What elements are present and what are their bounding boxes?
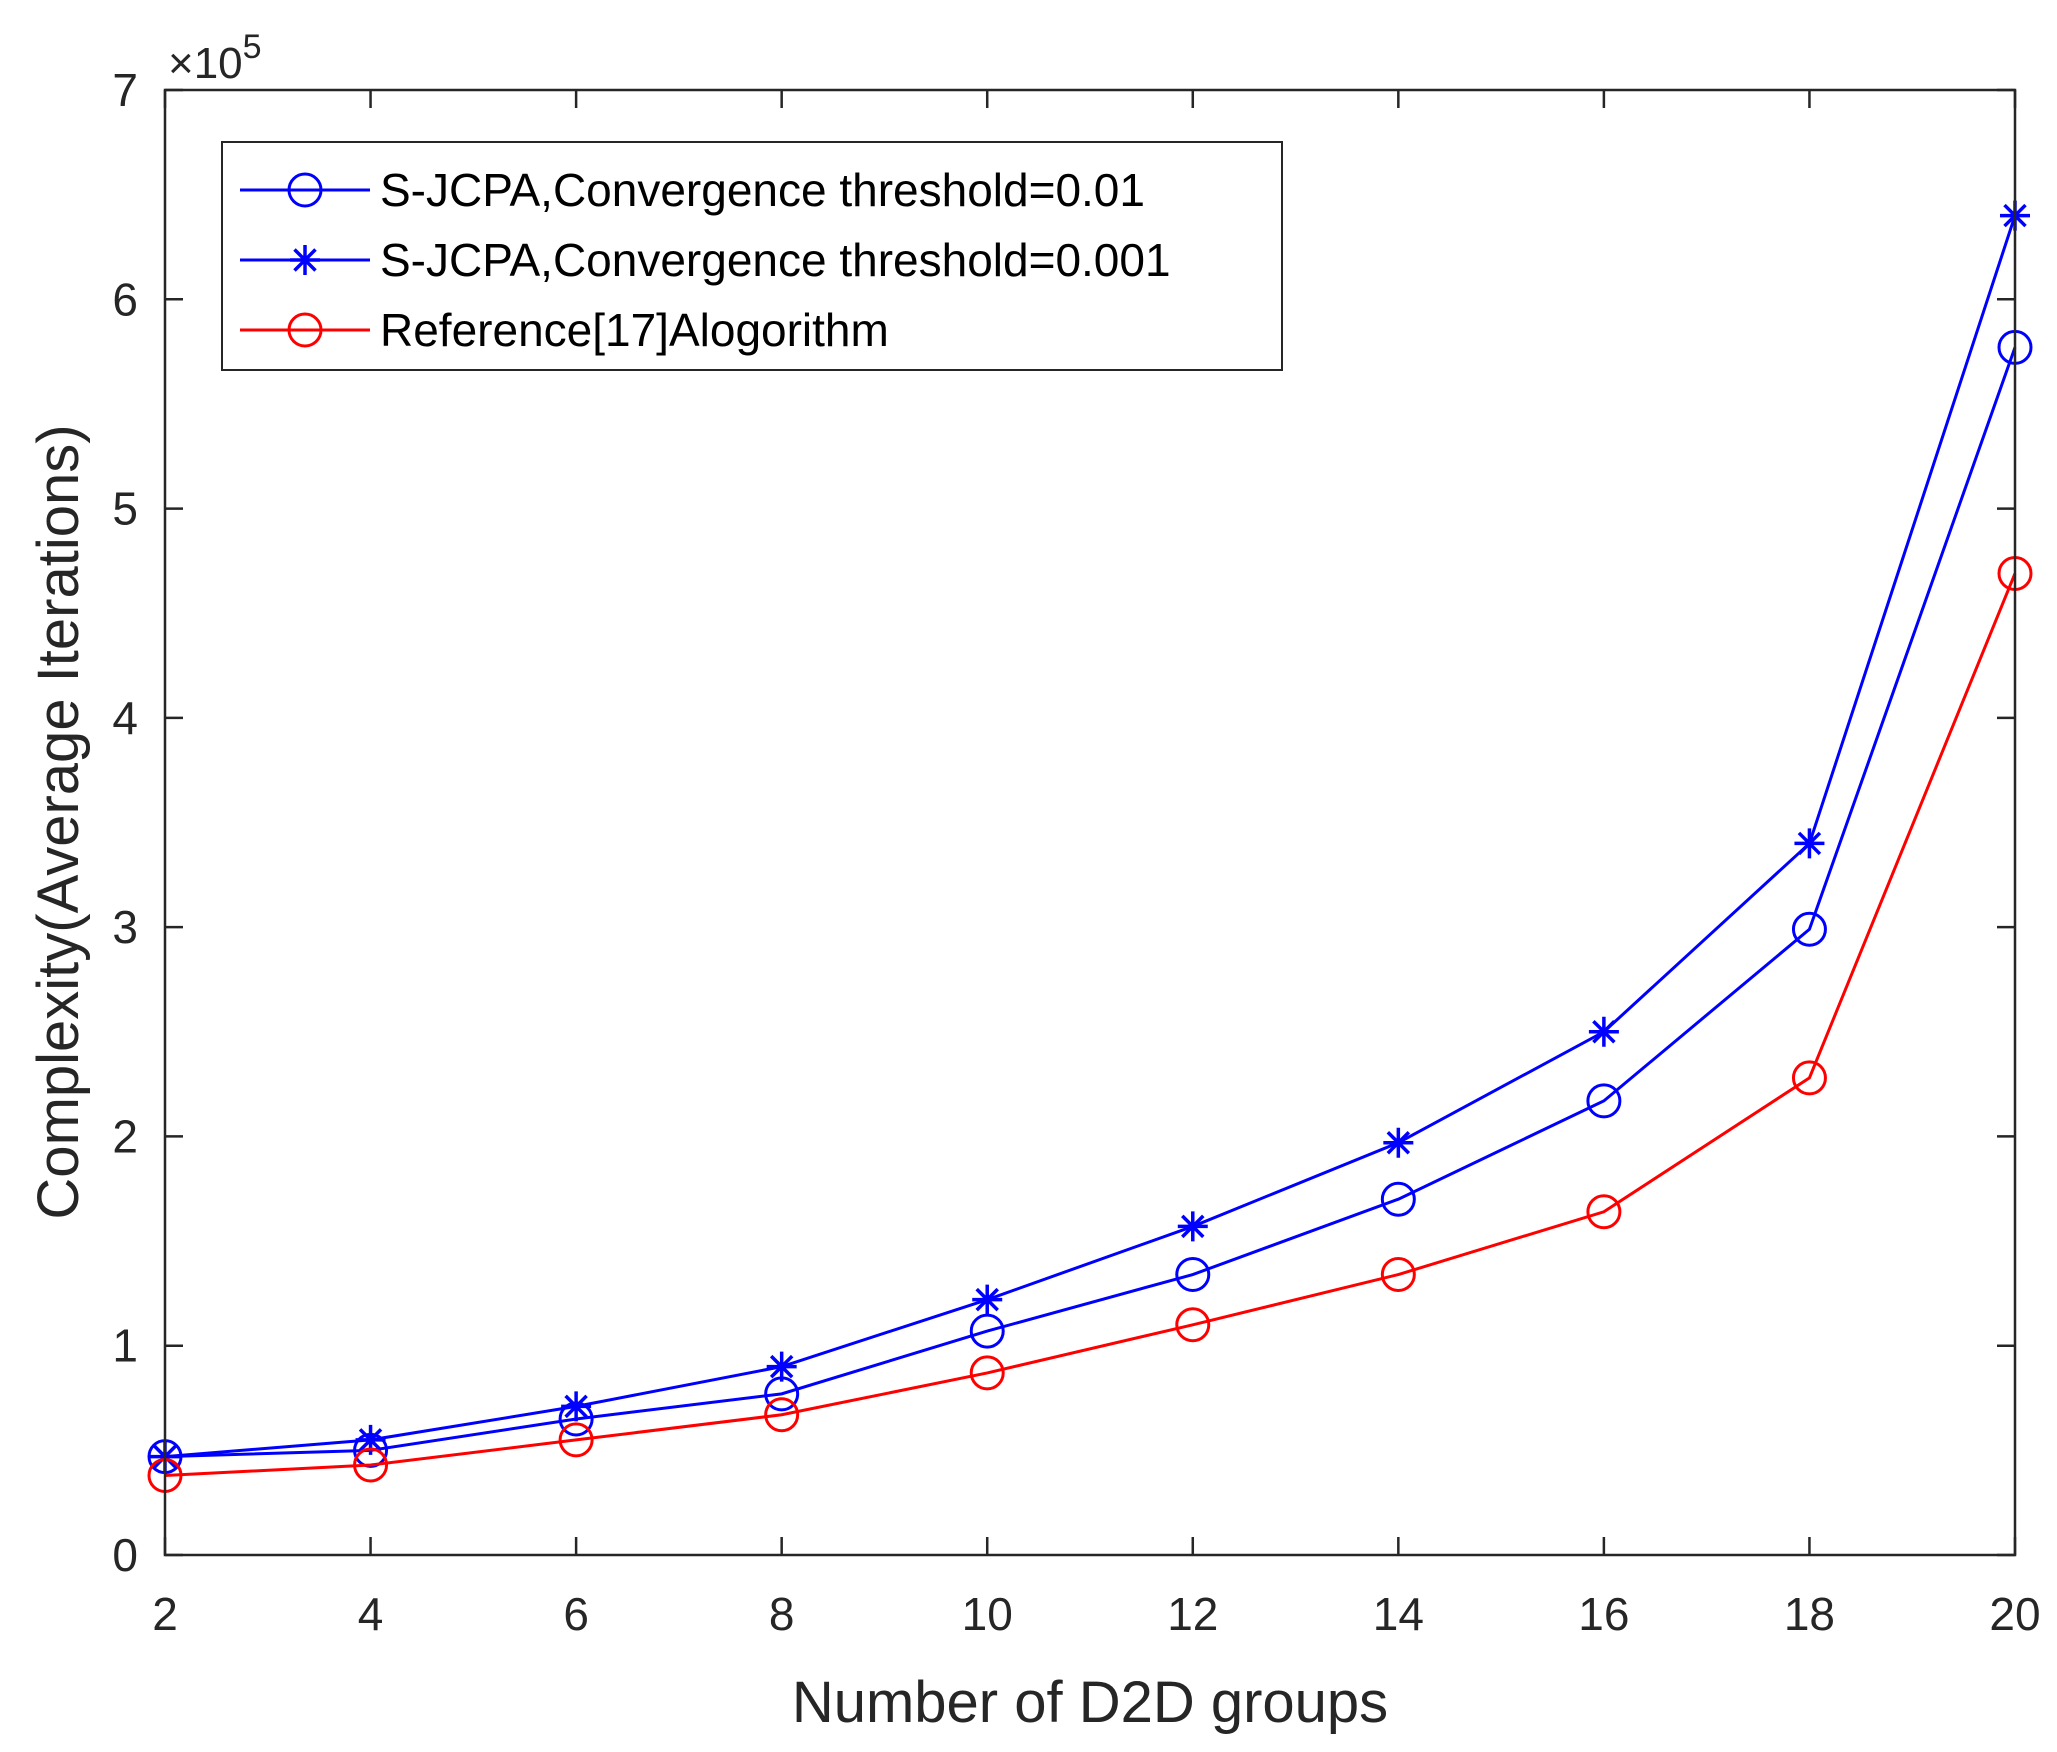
data-point bbox=[561, 1391, 592, 1422]
x-tick-label: 20 bbox=[1989, 1588, 2040, 1640]
data-point bbox=[1175, 1307, 1211, 1343]
y-exponent-label: ×105 bbox=[168, 28, 262, 88]
data-point bbox=[1586, 1194, 1622, 1230]
legend-entry: S-JCPA,Convergence threshold=0.01 bbox=[240, 164, 1145, 216]
legend-label: S-JCPA,Convergence threshold=0.001 bbox=[380, 234, 1171, 286]
series-layer bbox=[147, 200, 2033, 1493]
series-1 bbox=[147, 329, 2033, 1475]
data-point bbox=[353, 1447, 389, 1483]
y-tick-label: 7 bbox=[112, 64, 138, 116]
y-tick-label: 2 bbox=[112, 1110, 138, 1162]
data-point bbox=[1791, 911, 1827, 947]
data-point bbox=[969, 1355, 1005, 1391]
legend-marker bbox=[287, 312, 323, 348]
data-point bbox=[355, 1424, 386, 1455]
data-point bbox=[1177, 1211, 1208, 1242]
data-point bbox=[766, 1351, 797, 1382]
y-tick-label: 0 bbox=[112, 1529, 138, 1581]
legend-marker bbox=[287, 172, 323, 208]
data-point bbox=[1586, 1083, 1622, 1119]
legend-entry: Reference[17]Alogorithm bbox=[240, 304, 889, 356]
y-exponent-base: ×10 bbox=[168, 39, 243, 88]
series-line bbox=[164, 572, 2017, 1477]
legend-label: Reference[17]Alogorithm bbox=[380, 304, 889, 356]
legend-box bbox=[221, 141, 1283, 371]
y-tick-label: 6 bbox=[112, 273, 138, 325]
y-axis-title: Complexity(Average Iterations) bbox=[26, 424, 91, 1219]
x-tick-label: 12 bbox=[1167, 1588, 1218, 1640]
x-tick-label: 4 bbox=[358, 1588, 384, 1640]
x-tick-label: 6 bbox=[563, 1588, 589, 1640]
data-point bbox=[969, 1313, 1005, 1349]
x-tick-label: 14 bbox=[1373, 1588, 1424, 1640]
x-ticks: 2 4 6 8 10 12 14 16 18 20 bbox=[152, 90, 2041, 1640]
legend-label: S-JCPA,Convergence threshold=0.01 bbox=[380, 164, 1145, 216]
series-line bbox=[164, 215, 2017, 1459]
legend: S-JCPA,Convergence threshold=0.01 S-JCPA,… bbox=[221, 141, 1283, 371]
legend-entry: S-JCPA,Convergence threshold=0.001 bbox=[240, 234, 1171, 286]
data-point bbox=[558, 1422, 594, 1458]
x-tick-label: 10 bbox=[962, 1588, 1013, 1640]
x-axis-title: Number of D2D groups bbox=[792, 1670, 1388, 1735]
data-point bbox=[972, 1284, 1003, 1315]
y-ticks: 0 1 2 3 4 5 6 7 bbox=[112, 64, 2015, 1581]
data-point bbox=[1791, 1060, 1827, 1096]
data-point bbox=[1588, 1016, 1619, 1047]
legend-marker bbox=[290, 245, 320, 275]
data-point bbox=[1175, 1257, 1211, 1293]
data-point bbox=[764, 1397, 800, 1433]
data-point bbox=[1380, 1181, 1416, 1217]
x-tick-label: 8 bbox=[769, 1588, 795, 1640]
x-tick-label: 16 bbox=[1578, 1588, 1629, 1640]
x-tick-label: 2 bbox=[152, 1588, 178, 1640]
y-tick-label: 5 bbox=[112, 483, 138, 535]
y-tick-label: 1 bbox=[112, 1320, 138, 1372]
series-3 bbox=[147, 555, 2033, 1493]
series-line bbox=[164, 346, 2017, 1459]
data-point bbox=[1383, 1127, 1414, 1158]
y-exponent-power: 5 bbox=[243, 28, 262, 66]
y-tick-label: 4 bbox=[112, 692, 138, 744]
data-point bbox=[1794, 828, 1825, 859]
y-tick-label: 3 bbox=[112, 901, 138, 953]
data-point bbox=[1380, 1257, 1416, 1293]
x-tick-label: 18 bbox=[1784, 1588, 1835, 1640]
axes-box bbox=[163, 88, 2017, 1557]
